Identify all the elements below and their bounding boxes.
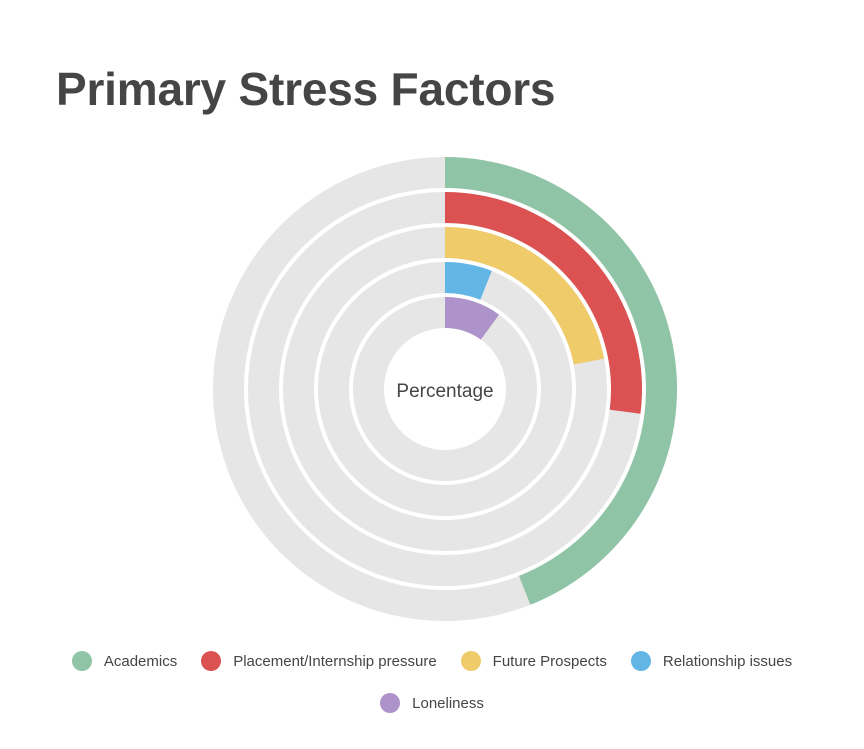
legend-swatch-future-prospects — [460, 651, 481, 671]
ring-track-loneliness — [352, 297, 537, 482]
legend-row-2: Loneliness — [0, 693, 864, 713]
legend-row-1: Academics Placement/Internship pressure … — [0, 651, 864, 671]
ring-bar-future-prospects[interactable] — [445, 227, 605, 365]
legend-swatch-loneliness — [380, 693, 401, 713]
legend-label-academics: Academics — [103, 652, 178, 670]
legend-swatch-academics — [71, 651, 92, 671]
ring-bar-relationship-issues[interactable] — [445, 262, 492, 300]
center-label: Percentage — [396, 381, 493, 402]
legend-item-relationship[interactable]: Relationship issues — [630, 651, 793, 671]
legend-item-loneliness[interactable]: Loneliness — [380, 693, 484, 713]
legend-label-relationship: Relationship issues — [662, 652, 793, 670]
legend-swatch-placement — [201, 651, 222, 671]
ring-bar-loneliness[interactable] — [445, 297, 500, 340]
chart-title: Primary Stress Factors — [56, 63, 556, 115]
legend-label-future-prospects: Future Prospects — [492, 652, 607, 670]
legend-label-loneliness: Loneliness — [412, 694, 484, 712]
ring-bar-academics[interactable] — [445, 157, 677, 605]
radial-bar-chart: Percentage — [212, 157, 677, 621]
ring-bar-placement-internship-pressure[interactable] — [445, 192, 642, 414]
legend-item-future-prospects[interactable]: Future Prospects — [460, 651, 607, 671]
rings-group — [212, 157, 677, 621]
legend-swatch-relationship — [630, 651, 651, 671]
legend-label-placement: Placement/Internship pressure — [233, 652, 437, 670]
legend-item-academics[interactable]: Academics — [71, 651, 178, 671]
legend-item-placement[interactable]: Placement/Internship pressure — [201, 651, 437, 671]
